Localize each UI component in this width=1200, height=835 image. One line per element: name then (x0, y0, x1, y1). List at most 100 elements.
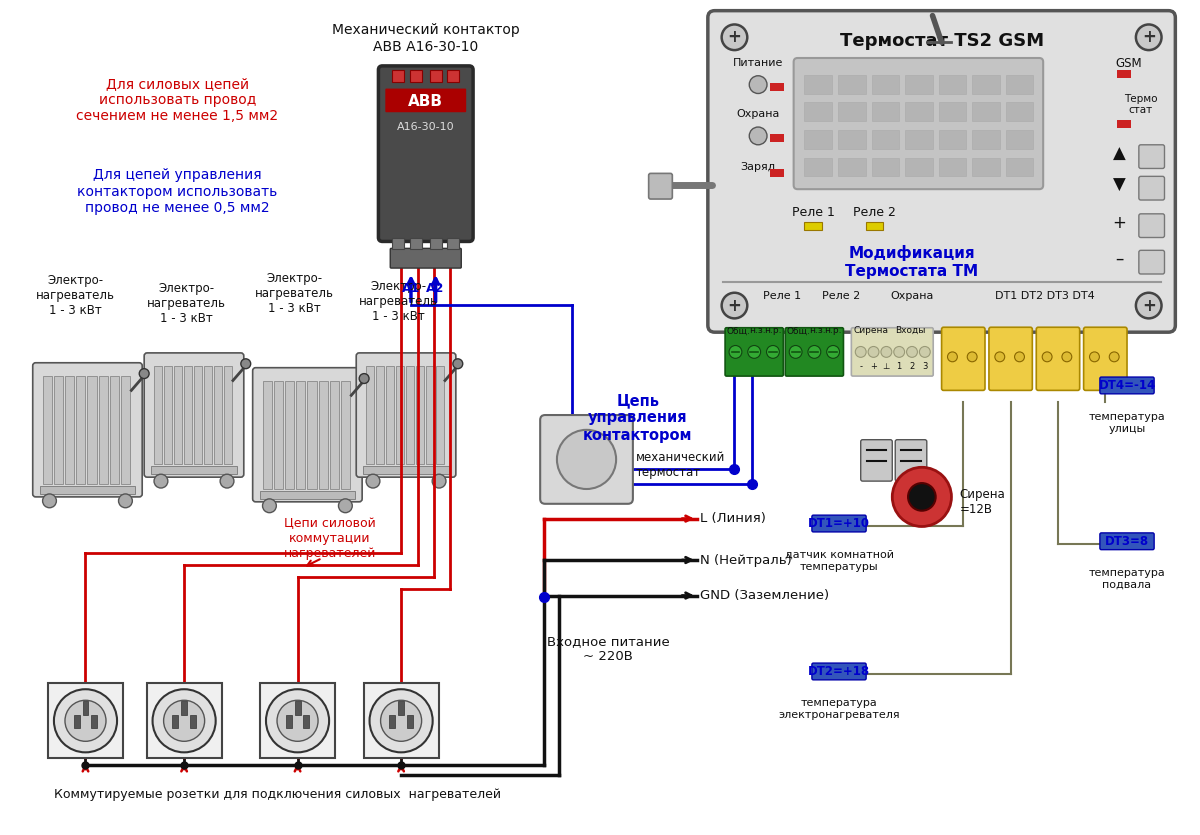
Circle shape (790, 346, 802, 358)
FancyBboxPatch shape (812, 663, 866, 680)
Bar (88, 376, 97, 484)
Text: Реле 2: Реле 2 (822, 291, 860, 301)
Text: A2: A2 (426, 282, 445, 296)
Bar (407, 715, 413, 727)
Bar (164, 366, 172, 464)
FancyBboxPatch shape (385, 89, 466, 112)
Text: +: + (1141, 28, 1156, 46)
Circle shape (908, 483, 936, 511)
Bar (804, 158, 832, 176)
Bar (376, 366, 384, 464)
Bar (1006, 75, 1033, 94)
Text: н.р.: н.р. (764, 326, 781, 336)
Circle shape (220, 474, 234, 488)
Bar (410, 70, 422, 82)
Text: L (Линия): L (Линия) (700, 512, 766, 525)
FancyBboxPatch shape (793, 58, 1043, 190)
Bar (286, 715, 292, 727)
Bar (871, 75, 899, 94)
Circle shape (277, 701, 318, 741)
Bar (190, 715, 196, 727)
Text: Сирена
=12В: Сирена =12В (959, 488, 1006, 516)
Bar (73, 715, 79, 727)
Bar (804, 75, 832, 94)
FancyBboxPatch shape (649, 174, 672, 199)
Circle shape (359, 373, 370, 383)
Text: механический
термостат: механический термостат (636, 452, 725, 479)
Text: +: + (1112, 214, 1126, 231)
Text: датчик комнатной
температуры: датчик комнатной температуры (785, 550, 894, 572)
Text: +: + (1141, 296, 1156, 315)
Text: –: – (1115, 250, 1123, 268)
Circle shape (119, 494, 132, 508)
Bar (48, 683, 122, 758)
Circle shape (1014, 352, 1025, 362)
Circle shape (894, 347, 905, 357)
Circle shape (266, 689, 329, 752)
Text: Реле 2: Реле 2 (853, 206, 896, 220)
Bar (1006, 103, 1033, 121)
Bar (838, 130, 865, 149)
Bar (905, 103, 932, 121)
FancyBboxPatch shape (1139, 250, 1164, 274)
Circle shape (1136, 24, 1162, 50)
FancyBboxPatch shape (1084, 327, 1127, 391)
FancyBboxPatch shape (989, 327, 1032, 391)
FancyBboxPatch shape (356, 353, 456, 477)
Text: A1: A1 (402, 282, 420, 296)
Text: Электро-
нагреватель
1 - 3 кВт: Электро- нагреватель 1 - 3 кВт (256, 272, 334, 315)
Bar (938, 103, 966, 121)
Bar (430, 237, 442, 250)
Text: температура
подвала: температура подвала (1088, 568, 1165, 590)
Bar (972, 75, 1000, 94)
Bar (296, 381, 306, 489)
FancyBboxPatch shape (860, 440, 893, 481)
Text: +: + (727, 28, 742, 46)
Bar (259, 491, 355, 498)
Bar (274, 381, 283, 489)
Bar (938, 130, 966, 149)
Text: N (Нейтраль): N (Нейтраль) (700, 554, 792, 566)
Bar (838, 75, 865, 94)
FancyBboxPatch shape (540, 415, 632, 504)
FancyBboxPatch shape (1139, 144, 1164, 169)
Text: Для силовых цепей
использовать провод
сечением не менее 1,5 мм2: Для силовых цепей использовать провод се… (76, 77, 278, 123)
Bar (905, 75, 932, 94)
Circle shape (868, 347, 878, 357)
Bar (1006, 130, 1033, 149)
Circle shape (366, 474, 380, 488)
Bar (406, 366, 414, 464)
Text: -: - (859, 362, 863, 372)
FancyBboxPatch shape (144, 353, 244, 477)
Text: Электро-
нагреватель
1 - 3 кВт: Электро- нагреватель 1 - 3 кВт (146, 282, 226, 325)
Text: Входное питание
~ 220В: Входное питание ~ 220В (547, 635, 670, 663)
Bar (871, 130, 899, 149)
Text: +: + (870, 362, 877, 372)
Bar (416, 366, 424, 464)
Circle shape (856, 347, 866, 357)
Text: Цепи силовой
коммутации
нагревателей: Цепи силовой коммутации нагревателей (284, 517, 377, 559)
Bar (54, 376, 64, 484)
Text: Заряд: Заряд (740, 163, 776, 173)
FancyBboxPatch shape (812, 515, 866, 532)
Text: DT3=8: DT3=8 (1105, 534, 1150, 548)
Text: A16-30-10: A16-30-10 (397, 122, 455, 132)
Bar (65, 376, 74, 484)
Bar (260, 683, 335, 758)
Circle shape (42, 494, 56, 508)
Bar (263, 381, 271, 489)
Bar (307, 381, 317, 489)
Text: ▼: ▼ (1112, 176, 1126, 195)
Text: DT4=-14: DT4=-14 (1098, 379, 1156, 392)
Bar (389, 715, 395, 727)
Text: Электро-
нагреватель
1 - 3 кВт: Электро- нагреватель 1 - 3 кВт (36, 274, 115, 317)
Circle shape (432, 474, 446, 488)
Bar (972, 158, 1000, 176)
Circle shape (721, 24, 748, 50)
Circle shape (967, 352, 977, 362)
Bar (173, 715, 179, 727)
Circle shape (557, 430, 616, 489)
Circle shape (721, 293, 748, 318)
Bar (330, 381, 340, 489)
Bar (804, 103, 832, 121)
